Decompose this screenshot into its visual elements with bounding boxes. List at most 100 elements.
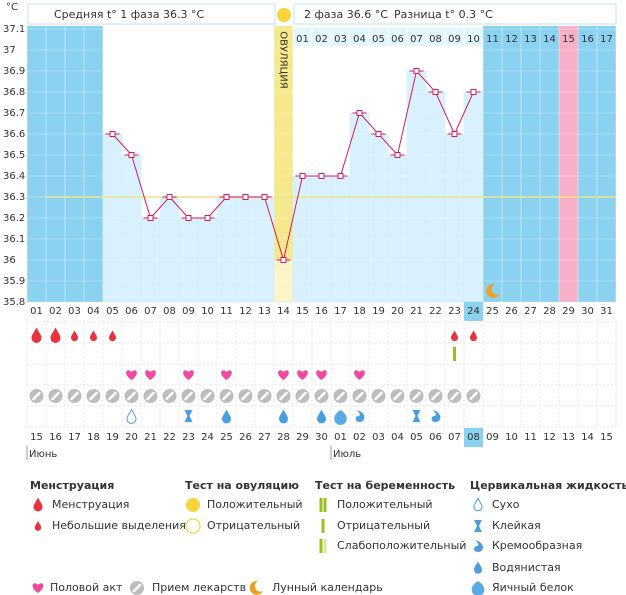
cervical-watery-icon [317,409,326,424]
legend-item: Кремообразная [492,539,582,552]
date-label: 25 [220,432,233,443]
legend-icon [185,518,201,534]
date-label: 10 [505,432,518,443]
bar [159,196,180,303]
phase2-cell [445,28,464,46]
legend-icon [474,540,483,552]
medication-icon-slash [469,391,478,401]
medication-icon-slash [127,391,136,401]
phase2-cell [312,28,331,46]
x-tick-label: 11 [220,306,233,317]
x-tick-label: 18 [353,306,366,317]
x-tick-label: 15 [296,306,309,317]
legend-icon [34,520,42,531]
y-tick-label: 36.2 [3,213,25,224]
y-tick-label: 37.1 [3,24,25,35]
intercourse-icon [183,370,194,380]
legend-icon [319,498,323,512]
medication-icon-slash [146,391,155,401]
x-tick-label: 19 [372,306,385,317]
column-background [198,26,217,218]
x-tick-label: 12 [239,306,252,317]
phase2-cell [293,28,312,46]
legend-icon [321,519,325,533]
phase2-day: 03 [334,34,347,45]
phase2-text: 2 фаза 36.6 °C [304,8,388,21]
phase2-cell [369,28,388,46]
date-label: 08 [467,432,480,443]
marker [432,89,439,95]
phase2-cell [464,28,483,46]
column-background [369,26,388,134]
marker [470,89,477,95]
cervical-dry-icon [126,408,137,424]
date-label: 03 [372,432,385,443]
date-label: 26 [239,432,252,443]
date-label: 29 [296,432,309,443]
legend-icon [474,520,482,532]
column-background [350,26,369,113]
phase2-cell [407,28,426,46]
sun-icon [277,8,291,22]
column-background [122,26,141,155]
legend-icon [186,498,200,512]
ovulation-column [274,26,293,302]
date-label: 09 [486,432,499,443]
x-tick-label: 22 [429,306,442,317]
phase2-day: 01 [296,34,309,45]
medication-icon-slash [393,391,402,401]
month-label: Июль [333,449,361,460]
y-tick-label: 35.9 [3,276,25,287]
y-tick-label: 36.7 [3,108,25,119]
marker [109,131,116,137]
x-tick-label: 16 [315,306,328,317]
intercourse-icon [221,370,232,380]
x-tick-label: 14 [277,306,290,317]
menstruation-icon [31,327,42,343]
column-background [160,26,179,197]
phase2-cell [331,28,350,46]
legend-title: Менструация [30,479,114,492]
marker [318,173,325,179]
x-tick-label: 17 [334,306,347,317]
medication-icon-slash [317,391,326,401]
legend-item: Клейкая [492,519,541,532]
phase2-day: 07 [410,34,423,45]
date-label: 12 [543,432,556,443]
cervical-watery-icon [279,409,288,424]
y-tick-label: 36.3 [3,192,25,203]
marker [261,194,268,200]
bar [387,154,408,303]
marker [375,131,382,137]
spotting-icon [470,330,478,342]
phase2-day: 14 [543,34,556,45]
date-label: 27 [258,432,271,443]
phase2-day: 06 [391,34,404,45]
x-tick-label: 09 [182,306,195,317]
medication-icon-slash [450,391,459,401]
moon-icon [486,283,500,298]
marker [128,152,135,158]
medication-icon-slash [108,391,117,401]
medication-icon-slash [355,391,364,401]
medication-icon-slash [222,391,231,401]
column-background [141,26,160,218]
medication-icon-slash [374,391,383,401]
legend-item: Небольшие выделения [52,519,186,532]
date-label: 15 [30,432,43,443]
marker [185,215,192,221]
legend-icon [471,581,485,595]
phase2-day: 09 [448,34,461,45]
medication-icon-slash [260,391,269,401]
marker [147,215,154,221]
date-label: 17 [68,432,81,443]
legend-icon [323,498,327,512]
date-label: 04 [391,432,404,443]
phase2-day: 15 [562,34,575,45]
date-label: 15 [600,432,613,443]
legend-icon [249,580,263,595]
cervical-creamy-icon [431,410,441,422]
x-tick-label: 13 [258,306,271,317]
phase2-day: 10 [467,34,480,45]
temperature-line [112,69,474,262]
